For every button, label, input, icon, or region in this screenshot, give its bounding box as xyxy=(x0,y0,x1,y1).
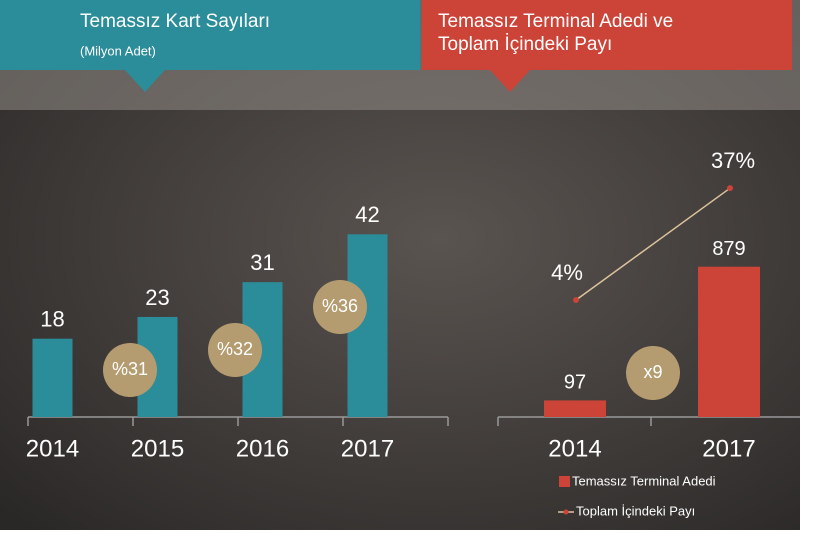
legend-label: Temassız Terminal Adedi xyxy=(572,473,716,488)
legend-label: Toplam İçindeki Payı xyxy=(576,503,695,518)
infographic: Temassız Kart Sayıları (Milyon Adet) Tem… xyxy=(0,0,833,533)
share-point xyxy=(573,297,579,303)
bar xyxy=(544,400,606,417)
left-title: Temassız Kart Sayıları xyxy=(80,11,270,32)
growth-label: %32 xyxy=(217,339,253,359)
value-label: 23 xyxy=(145,285,169,310)
x-tick-label: 2017 xyxy=(702,435,755,462)
value-label: 97 xyxy=(564,372,586,394)
ratio-label: x9 xyxy=(643,362,662,382)
x-tick-label: 2017 xyxy=(341,435,394,462)
value-label: 31 xyxy=(250,250,274,275)
legend-swatch xyxy=(559,476,570,487)
growth-label: %36 xyxy=(322,296,358,316)
value-label: 42 xyxy=(355,202,379,227)
share-point xyxy=(727,185,733,191)
value-label: 879 xyxy=(712,238,745,260)
right-title-line: Temassız Terminal Adedi ve xyxy=(438,11,673,32)
share-label: 37% xyxy=(711,148,755,173)
left-subtitle: (Milyon Adet) xyxy=(80,43,156,58)
bar xyxy=(698,267,760,417)
x-tick-label: 2014 xyxy=(548,435,601,462)
value-label: 18 xyxy=(40,307,64,332)
growth-label: %31 xyxy=(112,359,148,379)
bar xyxy=(33,339,73,417)
right-title-line: Toplam İçindeki Payı xyxy=(438,34,612,55)
x-tick-label: 2014 xyxy=(26,435,79,462)
share-label: 4% xyxy=(551,260,583,285)
x-tick-label: 2015 xyxy=(131,435,184,462)
x-tick-label: 2016 xyxy=(236,435,289,462)
legend-dot xyxy=(564,510,569,515)
